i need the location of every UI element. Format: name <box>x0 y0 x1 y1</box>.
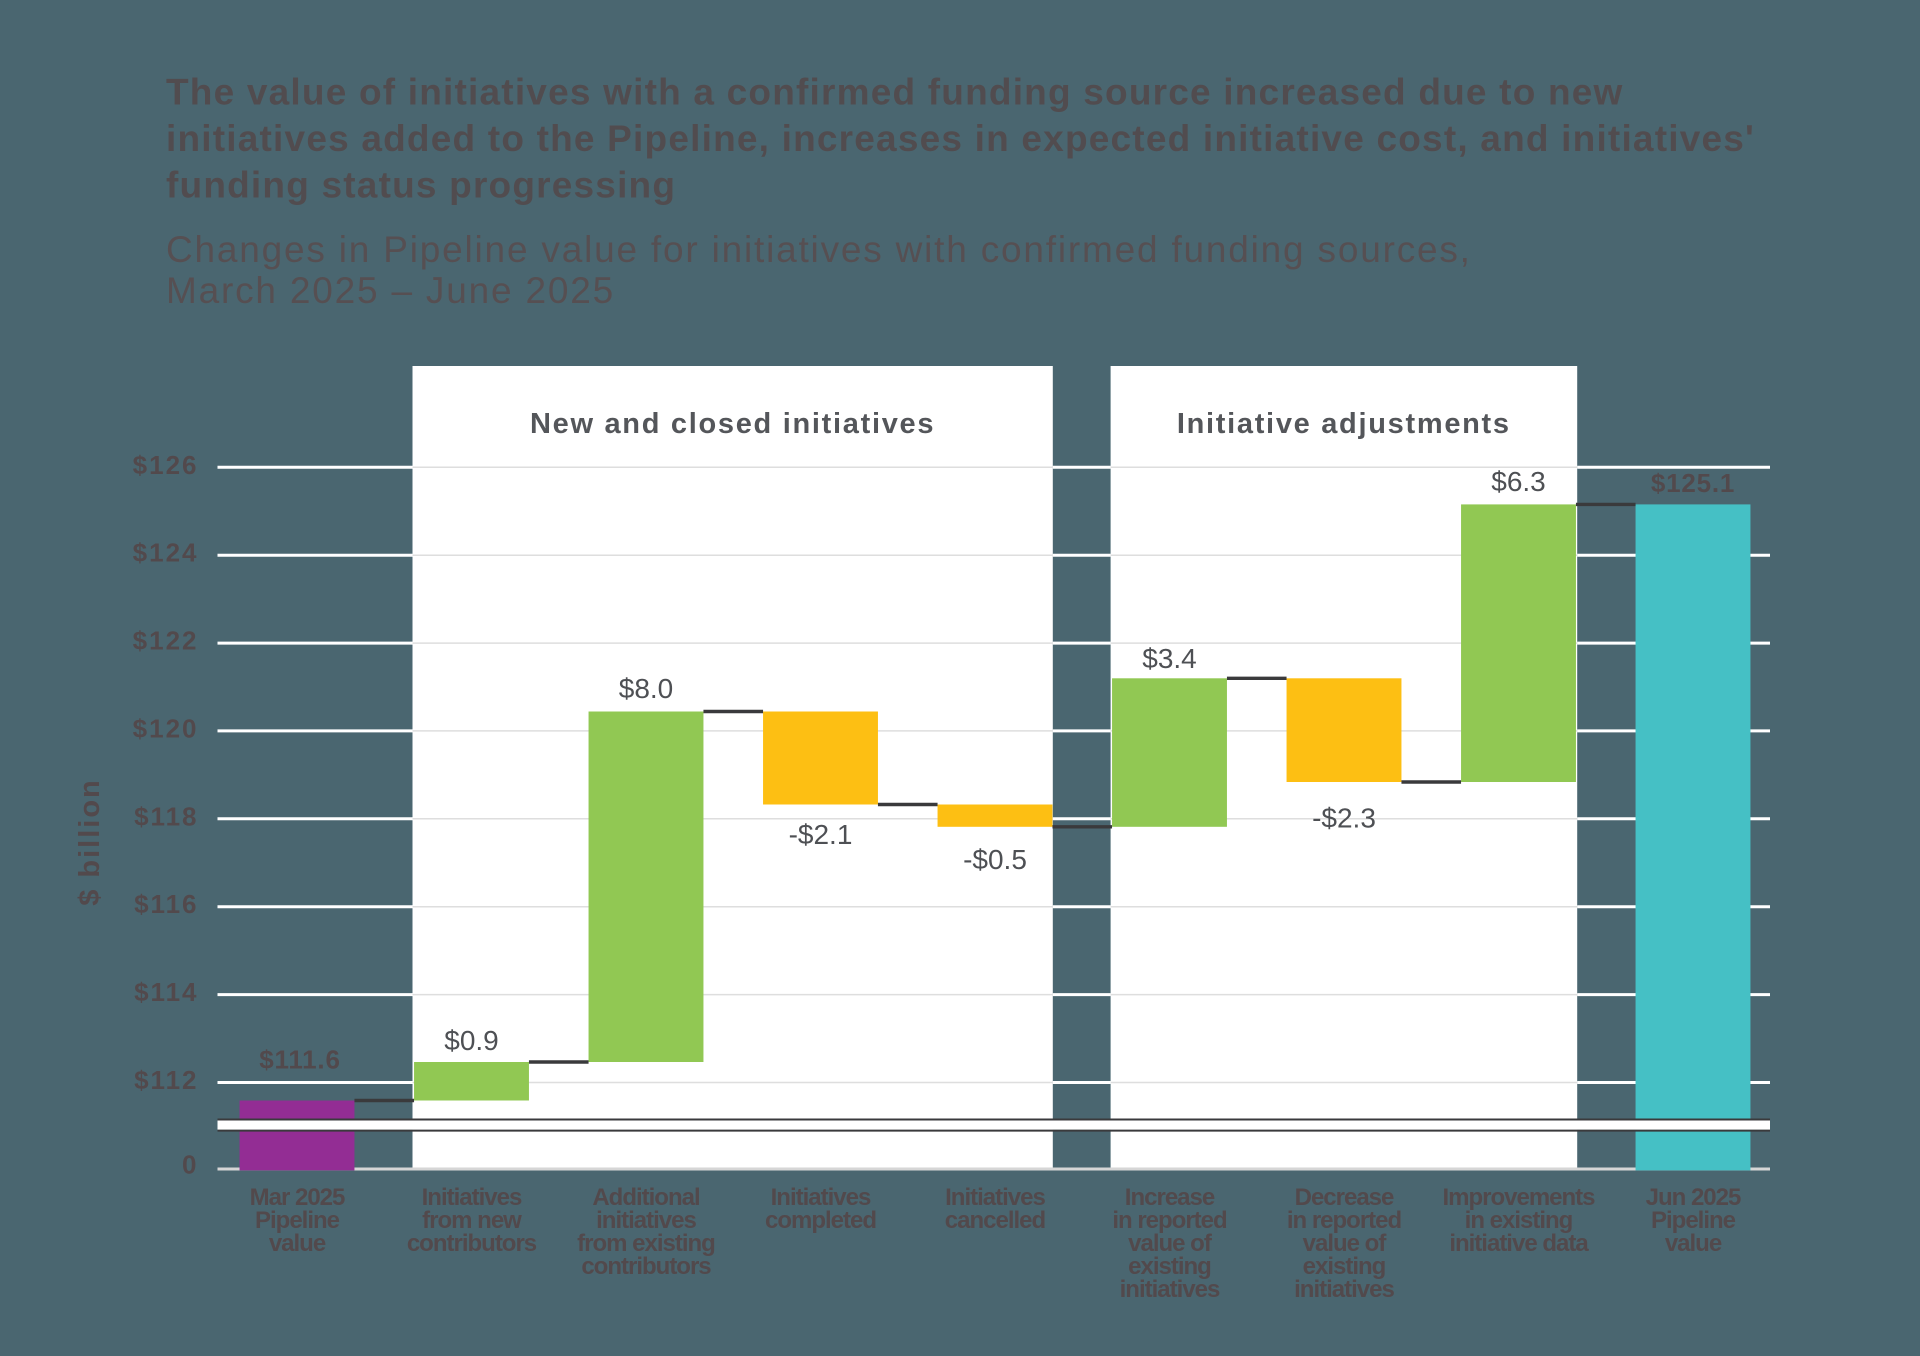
svg-text:$118: $118 <box>134 801 198 831</box>
svg-text:funding status progressing: funding status progressing <box>166 165 676 206</box>
svg-text:existing: existing <box>1303 1253 1386 1280</box>
svg-text:Initiative adjustments: Initiative adjustments <box>1177 408 1511 440</box>
svg-text:$120: $120 <box>133 713 199 743</box>
svg-text:$126: $126 <box>133 450 199 480</box>
svg-text:contributors: contributors <box>581 1253 711 1280</box>
svg-text:cancelled: cancelled <box>945 1207 1046 1234</box>
svg-text:in reported: in reported <box>1112 1207 1227 1234</box>
svg-text:initiatives added to the Pipel: initiatives added to the Pipeline, incre… <box>166 118 1755 159</box>
svg-text:initiatives: initiatives <box>1120 1276 1220 1303</box>
svg-text:initiatives: initiatives <box>596 1207 696 1234</box>
svg-text:Mar 2025: Mar 2025 <box>250 1184 345 1211</box>
svg-text:from existing: from existing <box>577 1230 715 1257</box>
svg-text:$124: $124 <box>133 538 199 568</box>
svg-text:Initiatives: Initiatives <box>422 1184 522 1211</box>
svg-text:in reported: in reported <box>1287 1207 1402 1234</box>
svg-text:$0.9: $0.9 <box>444 1025 499 1056</box>
svg-text:March 2025 – June 2025: March 2025 – June 2025 <box>166 270 615 311</box>
svg-text:from new: from new <box>422 1207 522 1234</box>
svg-text:initiatives: initiatives <box>1294 1276 1394 1303</box>
svg-text:Additional: Additional <box>592 1184 699 1211</box>
svg-text:$122: $122 <box>133 626 199 656</box>
svg-text:value: value <box>1665 1230 1722 1257</box>
svg-text:contributors: contributors <box>407 1230 537 1257</box>
svg-text:Initiatives: Initiatives <box>945 1184 1045 1211</box>
svg-text:The value of initiatives with: The value of initiatives with a confirme… <box>166 72 1624 113</box>
svg-text:0: 0 <box>182 1150 198 1180</box>
svg-text:in existing: in existing <box>1465 1207 1573 1234</box>
svg-text:existing: existing <box>1128 1253 1211 1280</box>
svg-text:Initiatives: Initiatives <box>771 1184 871 1211</box>
svg-text:$116: $116 <box>134 889 198 919</box>
svg-text:Improvements: Improvements <box>1442 1184 1595 1211</box>
svg-text:$8.0: $8.0 <box>619 673 674 704</box>
svg-text:New and closed initiatives: New and closed initiatives <box>530 408 935 440</box>
svg-text:$6.3: $6.3 <box>1491 466 1546 497</box>
svg-text:$114: $114 <box>134 977 198 1007</box>
svg-text:-$0.5: -$0.5 <box>963 844 1027 875</box>
svg-text:-$2.1: -$2.1 <box>789 819 853 850</box>
svg-text:Changes in Pipeline value for: Changes in Pipeline value for initiative… <box>166 229 1472 270</box>
svg-text:Decrease: Decrease <box>1295 1184 1394 1211</box>
svg-text:initiative data: initiative data <box>1449 1230 1589 1257</box>
svg-text:-$2.3: -$2.3 <box>1312 803 1376 834</box>
svg-text:value: value <box>269 1230 326 1257</box>
svg-text:value of: value of <box>1303 1230 1388 1257</box>
svg-text:completed: completed <box>765 1207 876 1234</box>
svg-text:Pipeline: Pipeline <box>1651 1207 1736 1234</box>
svg-text:Jun 2025: Jun 2025 <box>1646 1184 1741 1211</box>
svg-text:$112: $112 <box>134 1065 198 1095</box>
svg-text:$111.6: $111.6 <box>259 1045 340 1075</box>
svg-text:value of: value of <box>1128 1230 1213 1257</box>
svg-text:$ billion: $ billion <box>74 778 106 906</box>
svg-text:$3.4: $3.4 <box>1142 643 1197 674</box>
svg-text:Pipeline: Pipeline <box>255 1207 340 1234</box>
svg-text:$125.1: $125.1 <box>1651 468 1735 498</box>
svg-text:Increase: Increase <box>1125 1184 1215 1211</box>
